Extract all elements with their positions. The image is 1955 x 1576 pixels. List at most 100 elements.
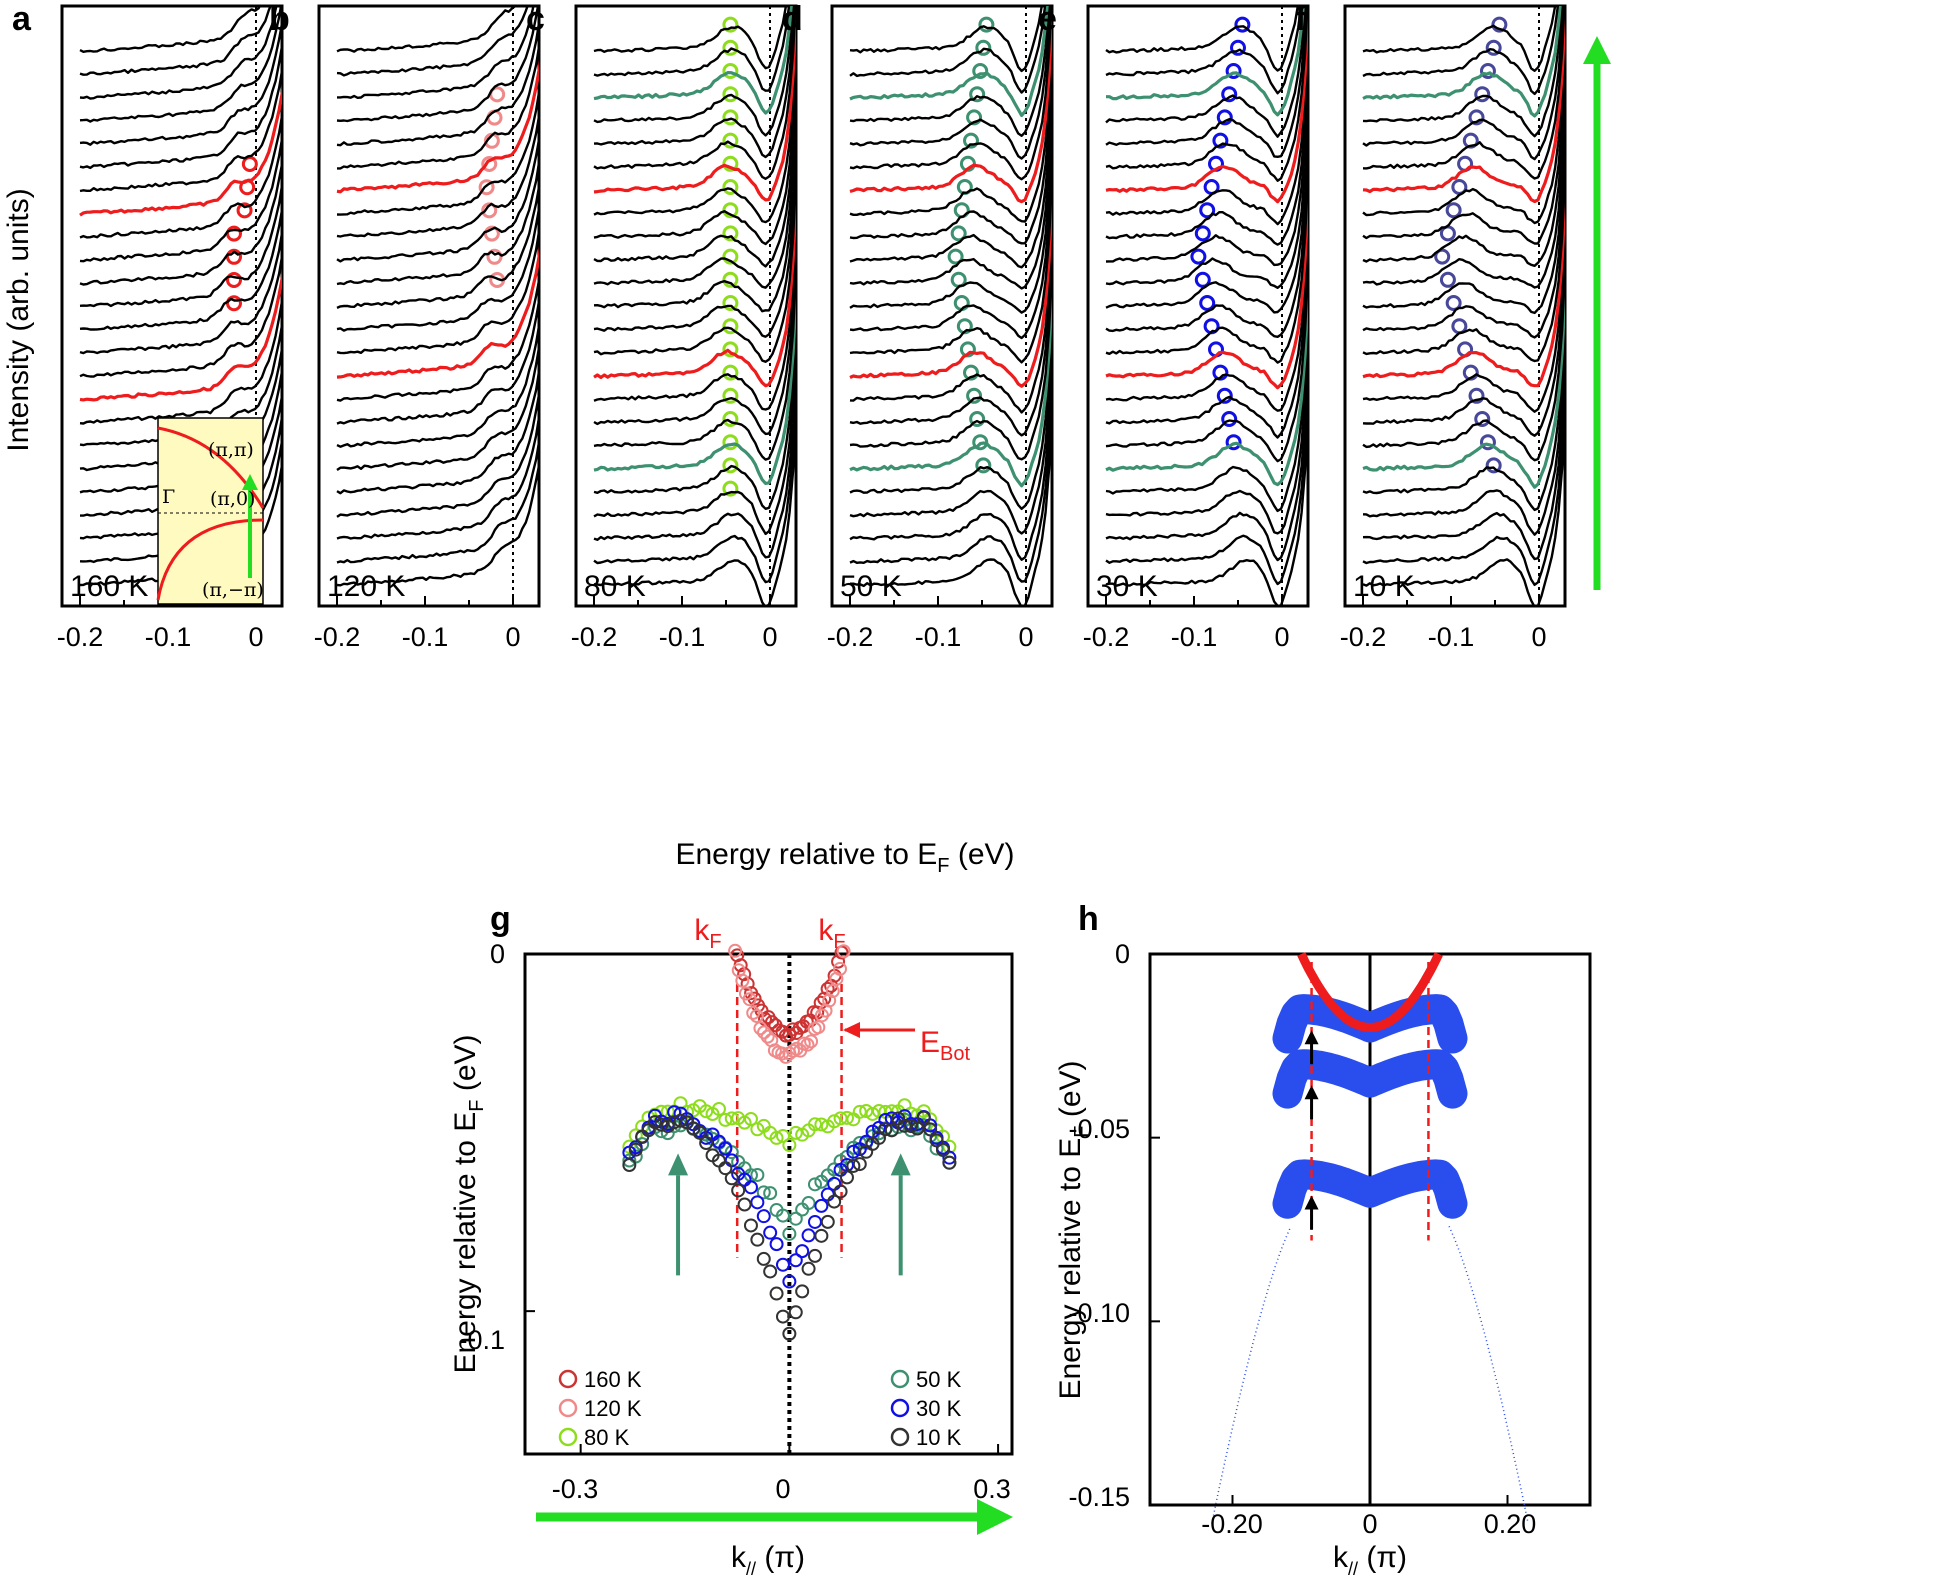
peak-marker <box>481 202 498 219</box>
data-point <box>743 1180 758 1195</box>
data-point <box>750 1232 765 1247</box>
peak-marker <box>1439 225 1456 242</box>
data-point <box>935 1142 950 1157</box>
panel-label: b <box>269 0 290 38</box>
peak-arrowhead <box>668 1153 689 1176</box>
peak-marker <box>481 156 498 172</box>
edc-curve <box>1105 192 1308 412</box>
data-point <box>756 1185 771 1200</box>
peak-marker <box>1485 457 1502 474</box>
peak-marker <box>722 271 739 288</box>
peak-marker <box>722 295 739 311</box>
edc-curve <box>849 249 1052 488</box>
edc-panels: a 160 K -0.2 -0.1 0 (π,π) Γ (π,0) (π,−π) b 120 K -0… <box>12 0 1611 652</box>
edc-curve <box>336 387 539 518</box>
peak-marker <box>722 16 739 33</box>
data-point <box>769 1130 784 1145</box>
data-point <box>769 1237 784 1252</box>
peak-marker <box>1221 411 1238 427</box>
peak-marker <box>963 364 979 381</box>
legend-marker-30K <box>890 1398 910 1418</box>
data-point <box>859 1134 874 1149</box>
edc-curve <box>1106 6 1305 117</box>
edc-curve <box>1105 217 1308 439</box>
edc-curve <box>336 15 539 147</box>
panel-label-g: g <box>490 900 511 938</box>
edc-curve <box>593 54 796 268</box>
data-point <box>775 1208 790 1223</box>
edc-curve <box>593 308 796 536</box>
peak-marker <box>1199 295 1216 311</box>
edc-curve <box>593 123 796 338</box>
peak-marker <box>1216 387 1233 404</box>
ebot-arrowhead <box>843 1022 860 1038</box>
edc-curve <box>1362 307 1565 536</box>
h-ytick-3: -0.15 <box>1068 1482 1130 1512</box>
data-point <box>923 1122 938 1137</box>
edc-curve <box>849 286 1052 510</box>
edc-curve <box>79 293 282 425</box>
g-ytick-1: -0.1 <box>458 1325 505 1355</box>
peak-marker <box>486 109 503 126</box>
peak-marker <box>1434 248 1451 265</box>
edc-curve <box>849 123 1052 340</box>
x-tick-label: -0.1 <box>145 622 192 652</box>
inset-label-pi0: (π,0) <box>210 488 255 510</box>
edc-curve <box>336 246 539 379</box>
data-point <box>724 1111 739 1126</box>
edc-curve <box>849 240 1052 461</box>
x-tick-label: -0.1 <box>1171 622 1218 652</box>
edc-curve <box>1362 6 1565 180</box>
fermi-surface-upper <box>157 426 265 509</box>
data-point <box>763 1264 778 1279</box>
panel-label-h: h <box>1078 900 1099 938</box>
edc-curve <box>1362 193 1565 413</box>
edc-curve <box>1105 122 1308 338</box>
data-point <box>827 1176 842 1191</box>
data-point <box>807 1117 822 1132</box>
edc-curve <box>336 433 539 564</box>
data-point <box>800 1037 815 1052</box>
h-xtick-1: 0 <box>1362 1509 1377 1539</box>
h-xtick-0: -0.20 <box>1201 1509 1263 1539</box>
peak-marker <box>1479 63 1496 79</box>
edc-curve <box>79 83 282 217</box>
h-xtick-2: 0.20 <box>1484 1509 1537 1539</box>
data-point <box>750 1195 765 1210</box>
kf-label-left: kF <box>694 914 721 953</box>
panel-label: d <box>782 0 803 38</box>
edc-curves <box>336 6 539 587</box>
edc-curve <box>1105 286 1308 513</box>
peak-marker <box>722 480 739 497</box>
x-tick-label: -0.1 <box>402 622 449 652</box>
data-point <box>804 1034 819 1049</box>
panel-c: c80 K-0.2 -0.1 0 <box>526 0 798 652</box>
data-point <box>756 1209 771 1224</box>
data-point <box>760 1029 775 1044</box>
edc-curve <box>593 6 793 115</box>
outer-band-right <box>1448 1225 1529 1524</box>
data-point <box>763 1225 778 1240</box>
data-point <box>775 1257 790 1272</box>
data-point <box>929 1141 944 1156</box>
edc-curve <box>1105 6 1300 72</box>
edc-curve <box>849 30 1052 245</box>
peak-marker <box>969 86 986 103</box>
peak-marker <box>963 132 979 149</box>
data-point <box>827 1194 842 1209</box>
x-tick-label: 0 <box>762 622 777 652</box>
data-point <box>742 992 757 1007</box>
data-point <box>699 1104 714 1119</box>
edc-curve <box>1362 217 1565 437</box>
panel-label: a <box>12 0 32 38</box>
edc-curve <box>79 38 282 170</box>
h-ylabel: Energy relative to EF (eV) <box>1054 1060 1093 1399</box>
edc-curve <box>849 6 1051 138</box>
legend-120K: 120 K <box>584 1396 642 1421</box>
edc-curve <box>79 6 272 76</box>
data-point <box>731 1183 746 1198</box>
peak-marker <box>722 39 739 56</box>
data-point <box>647 1115 662 1130</box>
g-legend: 160 K 120 K 80 K 50 K 30 K 10 K <box>558 1367 962 1450</box>
edc-curve <box>1362 6 1557 73</box>
